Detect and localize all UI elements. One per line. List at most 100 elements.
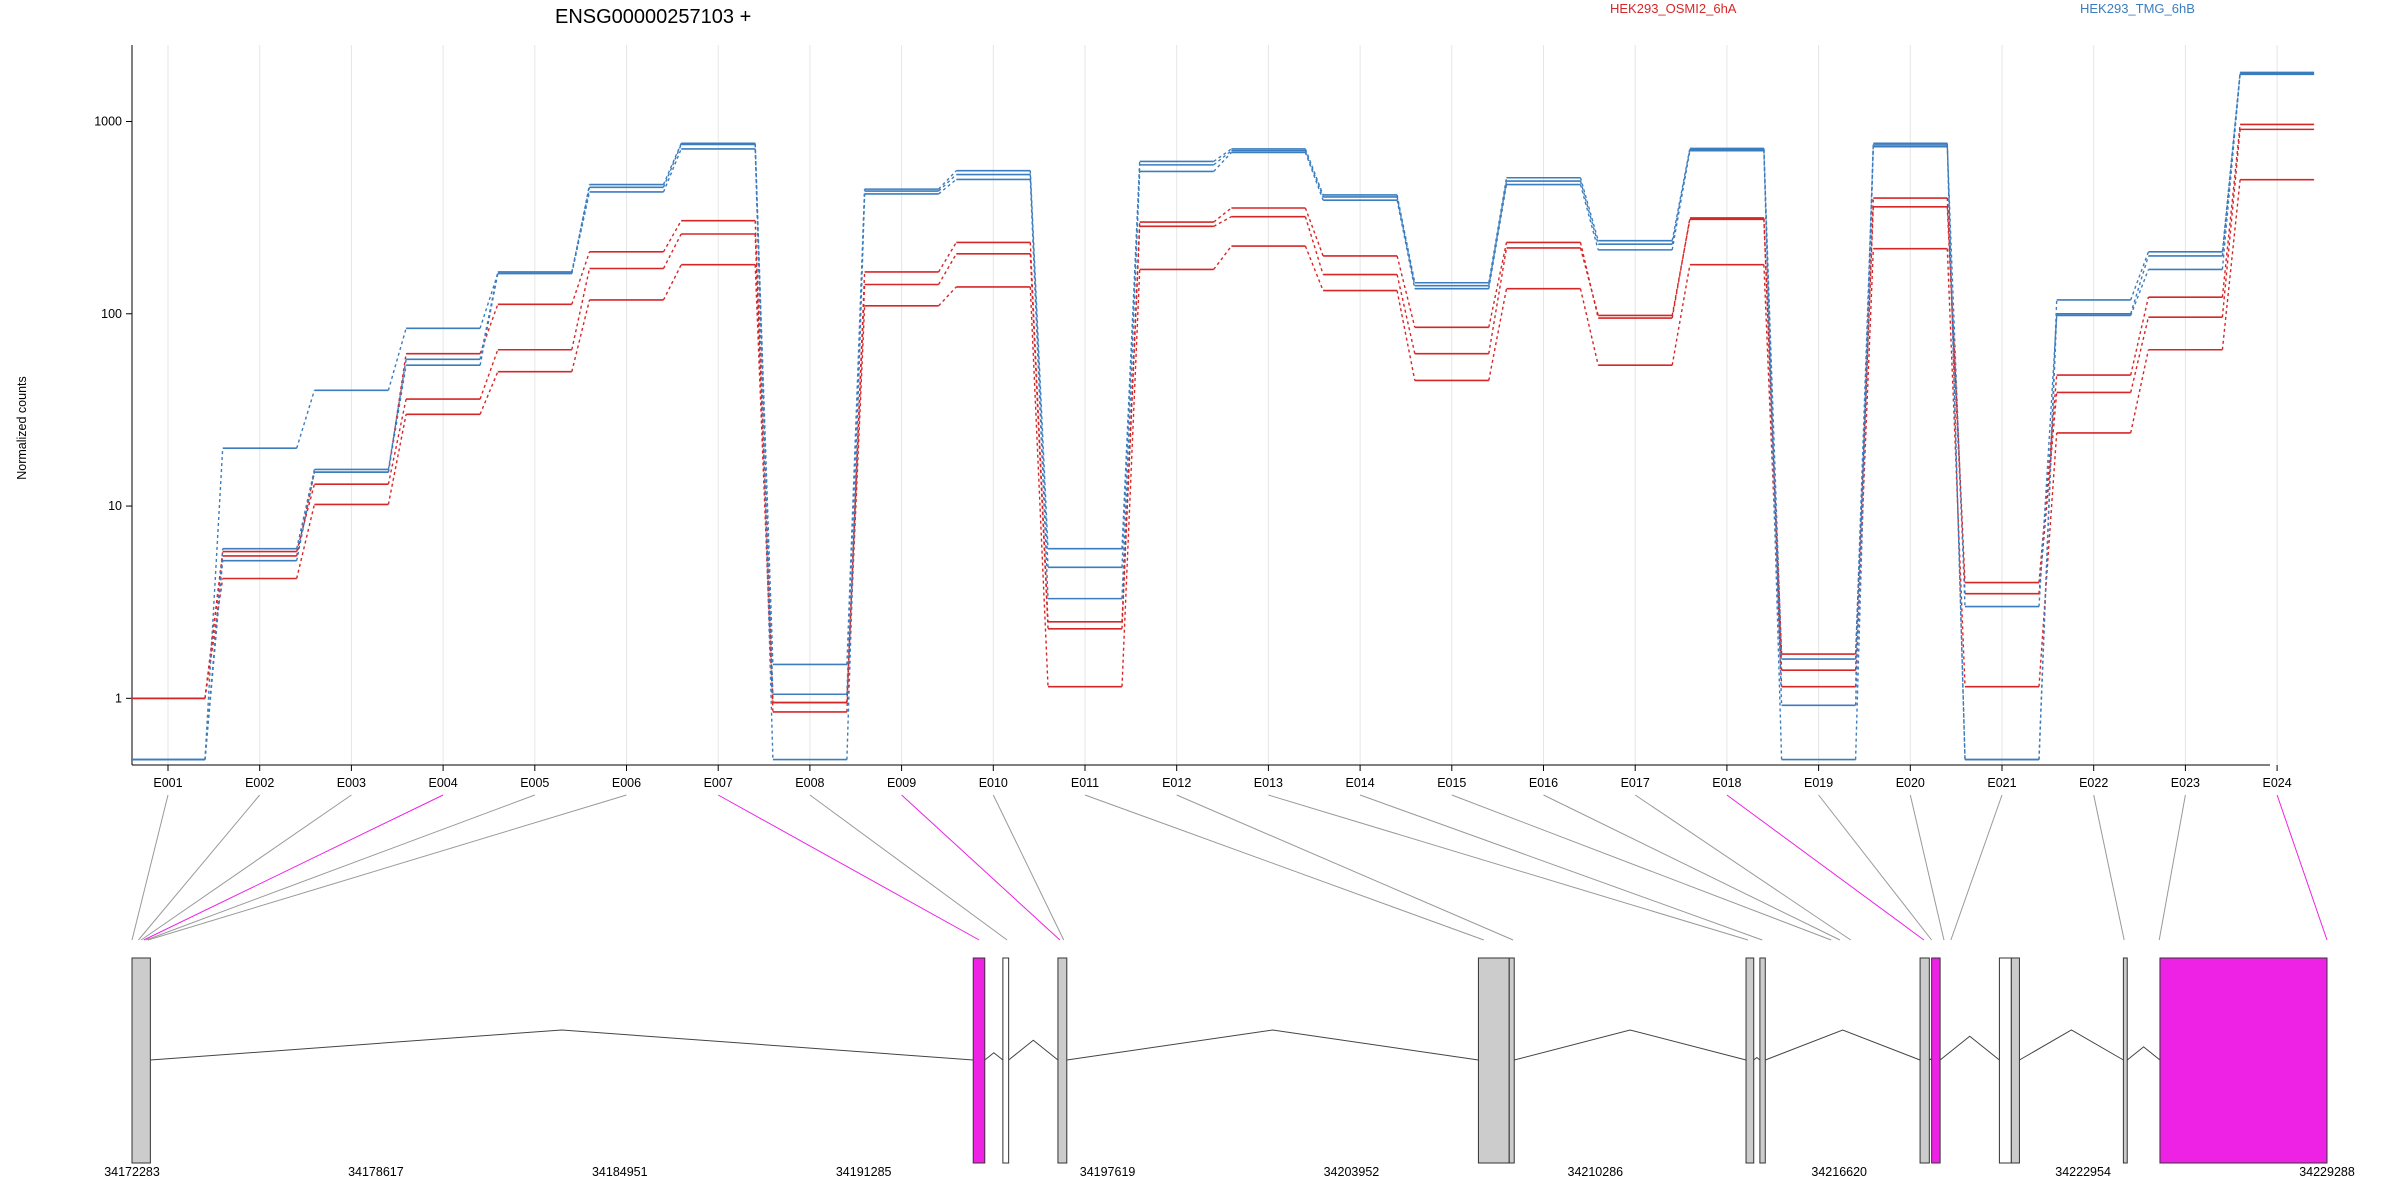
exon-connectors (131, 794, 2328, 941)
chart-title: ENSG00000257103 + (555, 6, 751, 28)
series-connector (1579, 177, 1599, 241)
x-tick-label: E015 (1437, 776, 1466, 790)
series-connector (204, 551, 224, 699)
x-tick-label: E022 (2079, 776, 2108, 790)
series-connector (1946, 144, 1966, 760)
series-connector (1304, 150, 1324, 198)
series-connector (1304, 152, 1324, 201)
series-connector (1946, 206, 1966, 594)
series-connector (296, 472, 316, 557)
series-connector (2038, 432, 2058, 687)
intron-line (1066, 1029, 1479, 1061)
exon-connector (2158, 794, 2186, 941)
series-connector (387, 398, 407, 485)
series-connector (938, 178, 957, 195)
axes: 1 10 100 1000 E001 E002 E003 E004 E005 E006 E007 E0… (94, 45, 2292, 790)
x-tick-label: E004 (428, 776, 457, 790)
series-connector (1579, 242, 1599, 319)
exon-box (1759, 957, 1766, 1164)
series-connector (1213, 150, 1232, 166)
coordinate-label: 34203952 (1324, 1165, 1380, 1179)
exon-connector (143, 794, 444, 941)
x-tick-label: E018 (1712, 776, 1741, 790)
series-connector (479, 271, 499, 360)
series-connector (1121, 226, 1141, 629)
gene-model: 34172283 34178617 34184951 34191285 34197619… (104, 957, 2355, 1179)
series-connector (387, 328, 407, 391)
exon-box (131, 957, 151, 1164)
series-connector (1213, 207, 1232, 223)
x-tick-label: E023 (2171, 776, 2200, 790)
y-tick-label: 100 (101, 307, 122, 321)
series-connector (938, 286, 957, 307)
exon-box (1508, 957, 1515, 1164)
intron-line (984, 1052, 1004, 1061)
series-connector (571, 191, 591, 274)
y-axis-label: Normalized counts (15, 376, 29, 480)
series-connector (571, 268, 591, 350)
series-connector (296, 390, 316, 449)
series-connector (662, 148, 682, 193)
series-connector (1029, 286, 1049, 687)
series-connector (1671, 148, 1691, 241)
x-tick-label: E010 (979, 776, 1008, 790)
series-connector (1579, 180, 1599, 245)
series-connector (2038, 315, 2058, 607)
x-tick-label: E008 (795, 776, 824, 790)
exon-box (1919, 957, 1930, 1164)
series-connector (2130, 251, 2150, 301)
series-connector (1946, 146, 1966, 607)
exon-connector (1359, 794, 1763, 941)
series-connector (2038, 313, 2058, 760)
series-connector (938, 174, 957, 192)
coordinate-label: 34210286 (1568, 1165, 1624, 1179)
intron-line (1753, 1056, 1761, 1061)
series-connector (1029, 242, 1049, 622)
series-connector (2130, 349, 2150, 434)
series-connector (846, 284, 866, 703)
series-connector (1579, 288, 1599, 366)
x-tick-label: E016 (1529, 776, 1558, 790)
series-connector (1671, 149, 1691, 245)
exon-box (1002, 957, 1010, 1164)
exon-connector (2093, 794, 2125, 941)
grid-lines (167, 45, 2278, 765)
x-tick-label: E017 (1621, 776, 1650, 790)
x-tick-label: E019 (1804, 776, 1833, 790)
series-connector (204, 548, 224, 760)
series-connector (662, 144, 682, 188)
x-tick-label: E001 (153, 776, 182, 790)
series-connector (1946, 248, 1966, 687)
series-connector (1213, 152, 1232, 172)
series-connector (2130, 255, 2150, 314)
exon-box (2159, 957, 2328, 1164)
series-connector (2221, 179, 2241, 350)
series-connector (2221, 72, 2241, 252)
series-connector (1763, 149, 1783, 660)
x-tick-label: E014 (1345, 776, 1374, 790)
exon-box (2010, 957, 2020, 1164)
series-connector (1396, 255, 1416, 328)
series-connector (1121, 269, 1141, 687)
series-connector (2130, 297, 2150, 376)
exon-connector (1818, 794, 1933, 941)
series-connector (1579, 247, 1599, 316)
series-connector (1763, 148, 1783, 706)
exon-box (972, 957, 986, 1164)
intron-line (1765, 1029, 1921, 1061)
series-connector (846, 193, 866, 760)
x-tick-label: E021 (1987, 776, 2016, 790)
exon-connector (138, 794, 261, 941)
series-connector (2038, 375, 2058, 583)
exon-connector (992, 794, 1065, 941)
series-connector (1029, 253, 1049, 629)
legend-series-2: HEK293_TMG_6hB (2080, 1, 2195, 16)
series-connector (1213, 148, 1232, 163)
exon-connector (1451, 794, 1832, 941)
y-tick-label: 10 (108, 499, 122, 513)
exon-box (1057, 957, 1068, 1164)
intron-line (1514, 1029, 1747, 1061)
x-tick-label: E011 (1071, 776, 1099, 790)
coordinate-label: 34191285 (836, 1165, 892, 1179)
